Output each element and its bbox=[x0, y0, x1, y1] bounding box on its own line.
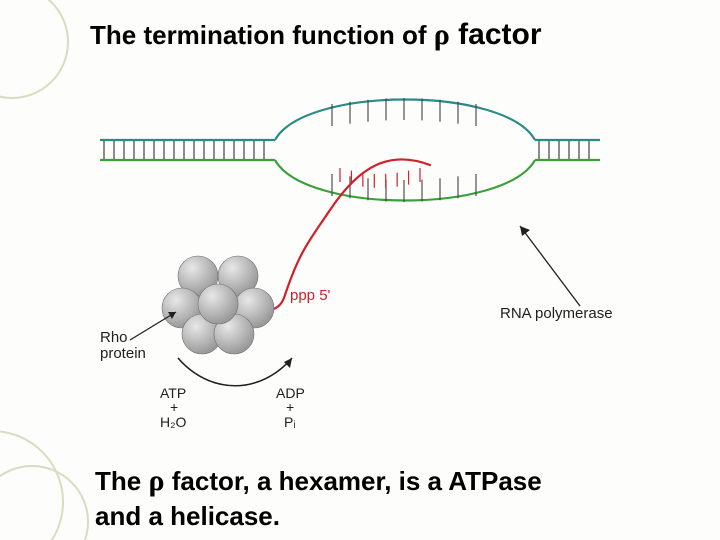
diagram-label-atp3: H₂O bbox=[160, 414, 187, 430]
diagram-label-atp2: + bbox=[170, 399, 178, 415]
diagram-label-adp3: Pᵢ bbox=[284, 414, 296, 430]
diagram-label-rho: Rho bbox=[100, 329, 128, 346]
slide: The termination function of ρ factor ppp… bbox=[0, 0, 720, 540]
slide-caption: The ρ factor, a hexamer, is a ATPase and… bbox=[95, 462, 542, 532]
diagram-label-rnap: RNA polymerase bbox=[500, 305, 613, 322]
diagram-label-rho2: protein bbox=[100, 345, 146, 362]
caption-rho: ρ bbox=[148, 464, 164, 497]
diagram-label-adp2: + bbox=[286, 399, 294, 415]
caption-line2: and a helicase. bbox=[95, 501, 280, 531]
caption-line1-b: factor, a hexamer, is a ATPase bbox=[165, 466, 542, 496]
diagram-label-ppp: ppp 5' bbox=[290, 287, 331, 304]
rho-termination-diagram: ppp 5'RhoproteinRNA polymeraseATP+H₂OADP… bbox=[0, 0, 720, 540]
caption-line1-a: The bbox=[95, 466, 148, 496]
